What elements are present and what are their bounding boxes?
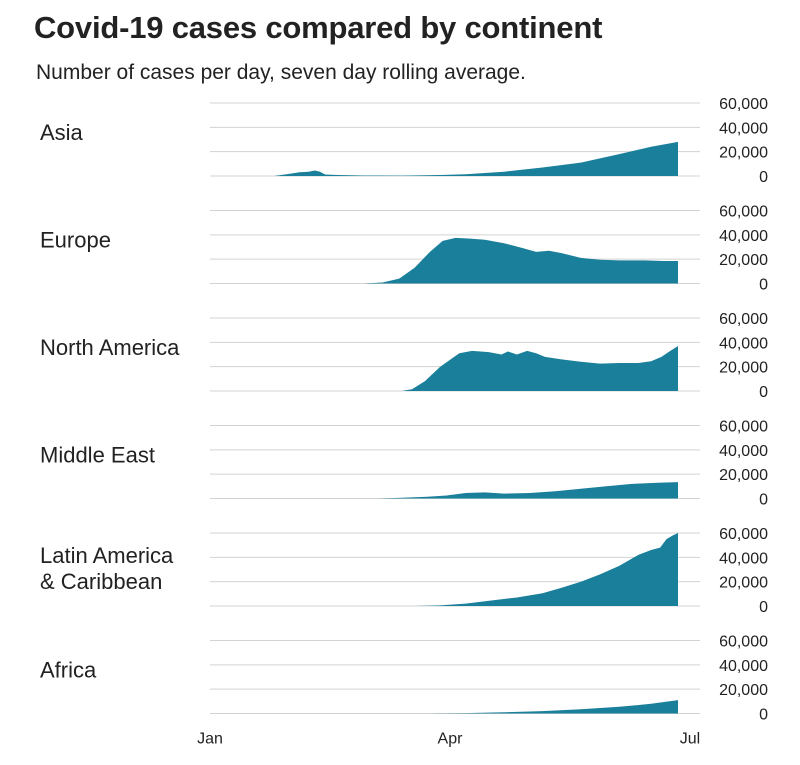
y-tick-label: 20,000 xyxy=(719,360,768,377)
chart-subtitle: Number of cases per day, seven day rolli… xyxy=(36,61,526,84)
y-tick-label: 0 xyxy=(759,707,768,724)
area-series xyxy=(210,346,678,391)
area-series xyxy=(210,141,678,176)
y-tick-label: 0 xyxy=(759,384,768,401)
area-series xyxy=(210,482,678,499)
panel-africa: 0 20,000 40,000 60,000 Africa xyxy=(40,634,768,724)
y-tick-label: 40,000 xyxy=(719,658,768,675)
y-tick-label: 20,000 xyxy=(719,145,768,162)
panel-label: Asia xyxy=(40,120,84,145)
area-series xyxy=(210,237,678,284)
panel-label: & Caribbean xyxy=(40,569,162,594)
y-tick-label: 20,000 xyxy=(719,575,768,592)
x-tick-label: Apr xyxy=(438,731,464,748)
y-tick-label: 40,000 xyxy=(719,443,768,460)
y-tick-label: 0 xyxy=(759,492,768,509)
y-tick-label: 0 xyxy=(759,169,768,186)
panel-north-america: 0 20,000 40,000 60,000 North America xyxy=(40,311,768,401)
panel-label: North America xyxy=(40,335,180,360)
panel-asia: 0 20,000 40,000 60,000 Asia xyxy=(40,96,768,186)
y-tick-label: 60,000 xyxy=(719,526,768,543)
x-tick-label: Jan xyxy=(197,731,223,748)
panel-label: Latin America xyxy=(40,543,174,568)
y-tick-label: 60,000 xyxy=(719,419,768,436)
y-tick-label: 0 xyxy=(759,277,768,294)
y-tick-label: 60,000 xyxy=(719,311,768,328)
area-series xyxy=(210,700,678,714)
y-tick-label: 40,000 xyxy=(719,228,768,245)
panel-latin-america-caribbean: 0 20,000 40,000 60,000 Latin America& Caribb… xyxy=(40,526,768,616)
y-tick-label: 40,000 xyxy=(719,550,768,567)
panel-label: Middle East xyxy=(40,443,155,468)
y-tick-label: 60,000 xyxy=(719,96,768,113)
y-tick-label: 0 xyxy=(759,599,768,616)
x-tick-label: Jul xyxy=(680,731,700,748)
chart-title: Covid-19 cases compared by continent xyxy=(34,10,603,45)
y-tick-label: 20,000 xyxy=(719,467,768,484)
panel-label: Africa xyxy=(40,658,97,683)
y-tick-label: 60,000 xyxy=(719,634,768,651)
y-tick-label: 40,000 xyxy=(719,335,768,352)
panel-label: Europe xyxy=(40,228,111,253)
y-tick-label: 40,000 xyxy=(719,120,768,137)
area-series xyxy=(210,533,678,606)
panel-europe: 0 20,000 40,000 60,000 Europe xyxy=(40,204,768,294)
panel-middle-east: 0 20,000 40,000 60,000 Middle East xyxy=(40,419,768,509)
y-tick-label: 20,000 xyxy=(719,682,768,699)
y-tick-label: 60,000 xyxy=(719,204,768,221)
y-tick-label: 20,000 xyxy=(719,252,768,269)
